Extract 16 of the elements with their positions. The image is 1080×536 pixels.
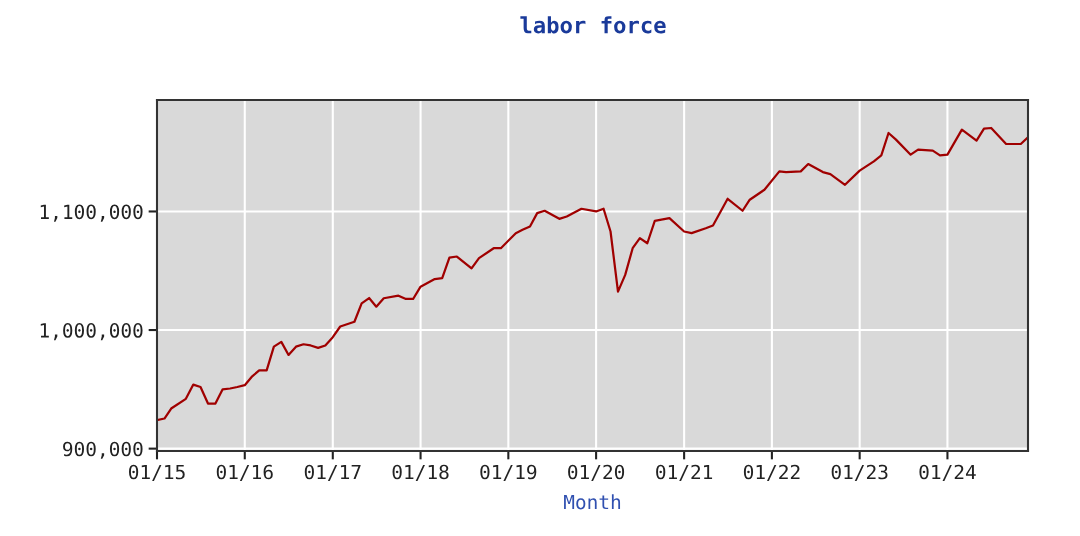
x-tick-label: 01/23 xyxy=(831,464,888,481)
y-tick-label: 1,100,000 xyxy=(40,204,143,222)
y-tick-label: 900,000 xyxy=(63,441,143,459)
chart-title: labor force xyxy=(520,16,666,34)
x-tick-label: 01/21 xyxy=(656,464,713,481)
y-tick-label: 1,000,000 xyxy=(40,323,143,341)
x-tick-label: 01/18 xyxy=(392,464,449,481)
x-axis-title: Month xyxy=(564,494,621,510)
x-tick-label: 01/20 xyxy=(568,464,625,481)
x-tick-label: 01/15 xyxy=(129,464,185,481)
x-tick-label: 01/16 xyxy=(216,464,273,481)
line-series xyxy=(157,126,1028,422)
x-tick-label: 01/19 xyxy=(480,464,537,481)
x-tick-label: 01/17 xyxy=(304,464,361,481)
x-tick-label: 01/22 xyxy=(743,464,800,481)
x-tick-label: 01/24 xyxy=(919,464,976,481)
